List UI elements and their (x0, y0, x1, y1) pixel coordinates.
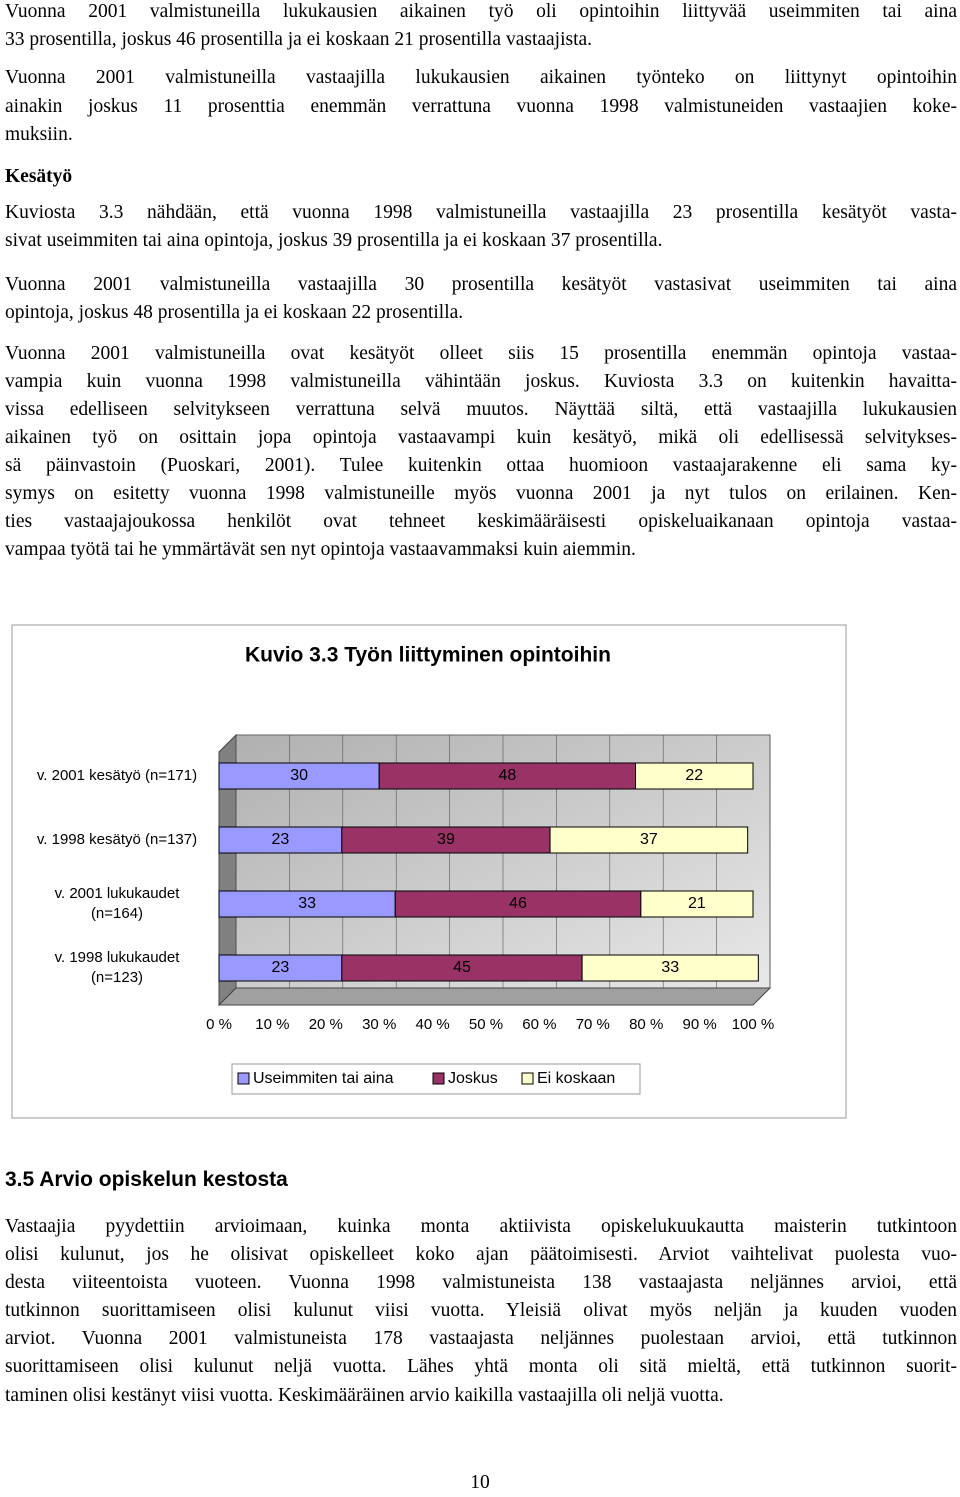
data-label: 30 (290, 767, 308, 784)
x-tick-label: 30 % (362, 1016, 396, 1033)
text-line: suorittamiseen olisi kulunut neljä vuott… (5, 1356, 957, 1377)
x-tick-label: 0 % (206, 1016, 232, 1033)
text-line: sä päinvastoin (Puoskari, 2001). Tulee k… (5, 455, 957, 476)
text-line: symys on esitetty vuonna 1998 valmistune… (5, 483, 957, 504)
text-line: desta viiteentoista vuoteen. Vuonna 1998… (5, 1272, 957, 1293)
legend-label: Joskus (448, 1070, 498, 1087)
x-tick-label: 20 % (309, 1016, 343, 1033)
data-label: 33 (298, 895, 316, 912)
bar-segment (549, 826, 749, 854)
floor (217, 987, 772, 1006)
text-line: tutkinnon suorittamiseen olisi kulunut v… (5, 1300, 957, 1321)
legend-swatch (432, 1072, 445, 1085)
text-line: Kuviosta 3.3 nähdään, että vuonna 1998 v… (5, 202, 957, 223)
bar-segment (218, 954, 343, 982)
text-line: vampia kuin vuonna 1998 valmistuneilla v… (5, 371, 957, 392)
bar-segment (581, 954, 759, 982)
bar-segment (640, 890, 754, 918)
text-line: Vuonna 2001 valmistuneilla vastaajilla 3… (5, 274, 957, 295)
legend-swatch (237, 1072, 250, 1085)
legend-swatch (521, 1072, 534, 1085)
x-tick-label: 60 % (522, 1016, 556, 1033)
x-tick-label: 80 % (629, 1016, 663, 1033)
x-tick-label: 10 % (255, 1016, 289, 1033)
text-line: opintoja, joskus 48 prosentilla ja ei ko… (5, 302, 464, 323)
legend-label: Useimmiten tai aina (253, 1070, 394, 1087)
bar-segment (341, 826, 551, 854)
bar-segment (218, 890, 396, 918)
data-label: 33 (661, 959, 679, 976)
text-line: ainakin joskus 11 prosenttia enemmän ver… (5, 96, 957, 117)
text-line: 33 prosentilla, joskus 46 prosentilla ja… (5, 29, 593, 50)
page-number: 10 (470, 1472, 490, 1493)
category-label: v. 1998 kesätyö (n=137) (36, 831, 198, 848)
text-line: aikainen työ on osittain jopa opintoja v… (5, 427, 957, 448)
data-label: 48 (498, 767, 516, 784)
legend-label: Ei koskaan (537, 1070, 615, 1087)
text-line: Vuonna 2001 valmistuneilla lukukausien a… (5, 1, 957, 22)
text-line: olisi kulunut, jos he olisivat opiskelle… (5, 1244, 957, 1265)
x-tick-label: 90 % (682, 1016, 716, 1033)
text-line: sivat useimmiten tai aina opintoja, josk… (5, 230, 663, 251)
subheading: Kesätyö (5, 166, 73, 187)
category-label: v. 1998 lukukaudet (n=123) (54, 949, 180, 986)
bar-segment (378, 762, 637, 790)
bar-segment (635, 762, 754, 790)
text-line: muksiin. (5, 124, 73, 145)
section-heading: 3.5 Arvio opiskelun kestosta (5, 1168, 288, 1191)
data-label: 37 (640, 831, 658, 848)
x-tick-label: 70 % (576, 1016, 610, 1033)
data-label: 45 (453, 959, 471, 976)
data-label: 23 (272, 831, 290, 848)
bar-segment (341, 954, 583, 982)
x-tick-label: 50 % (469, 1016, 503, 1033)
data-label: 22 (685, 767, 703, 784)
data-label: 46 (509, 895, 527, 912)
text-line: Vuonna 2001 valmistuneilla ovat kesätyöt… (5, 343, 957, 364)
text-line: arviot. Vuonna 2001 valmistuneista 178 v… (5, 1328, 957, 1349)
data-label: 21 (688, 895, 706, 912)
x-tick-label: 40 % (415, 1016, 449, 1033)
text-line: Vastaajia pyydettiin arvioimaan, kuinka … (5, 1216, 957, 1237)
chart-title: Kuvio 3.3 Työn liittyminen opintoihin (245, 644, 611, 667)
data-label: 39 (437, 831, 455, 848)
category-label: v. 2001 lukukaudet (n=164) (54, 885, 180, 922)
data-label: 23 (272, 959, 290, 976)
category-label: v. 2001 kesätyö (n=171) (36, 767, 198, 784)
text-line: vampaa työtä tai he ymmärtävät sen nyt o… (5, 539, 636, 560)
text-line: vissa edelliseen selvitykseen verrattuna… (5, 399, 957, 420)
text-line: Vuonna 2001 valmistuneilla vastaajilla l… (5, 67, 957, 88)
text-line: ties vastaajajoukossa henkilöt ovat tehn… (5, 511, 957, 532)
x-tick-label: 100 % (732, 1016, 775, 1033)
text-line: taminen olisi kestänyt viisi vuotta. Kes… (5, 1385, 724, 1406)
